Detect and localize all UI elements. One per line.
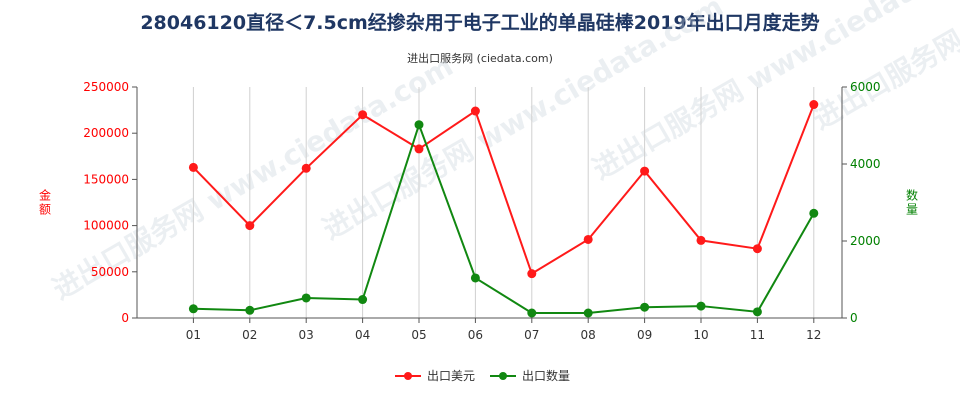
y-left-tick-label: 50000	[91, 265, 129, 279]
series-line-2	[193, 121, 815, 314]
legend-label-2: 出口数量	[522, 368, 570, 383]
x-tick-label: 10	[693, 328, 708, 342]
series-2-point	[470, 273, 480, 283]
x-tick-label: 09	[637, 328, 652, 342]
series-layer	[188, 100, 819, 318]
y-left-tick-label: 250000	[83, 80, 129, 94]
x-tick-label: 11	[750, 328, 765, 342]
x-tick-label: 01	[186, 328, 201, 342]
x-tick-label: 03	[299, 328, 314, 342]
series-1-point	[696, 235, 706, 245]
y-left-tick-label: 100000	[83, 219, 129, 233]
series-2-point	[696, 301, 706, 311]
y-left-tick-label: 0	[121, 311, 129, 325]
y-axis-left-title: 金额	[39, 188, 51, 217]
y-axis-right-title: 数量	[906, 188, 918, 217]
series-1-point	[358, 110, 368, 120]
series-2-point	[414, 120, 424, 130]
y-right-tick-label: 0	[850, 311, 858, 325]
series-1-point	[414, 144, 424, 154]
series-2-point	[752, 307, 762, 317]
series-2-point	[245, 305, 255, 315]
series-2-point	[358, 295, 368, 305]
series-1-point	[527, 269, 537, 279]
chart-title: 28046120直径＜7.5cm经掺杂用于电子工业的单晶硅棒2019年出口月度走…	[140, 12, 820, 34]
x-tick-label: 02	[242, 328, 257, 342]
legend-label-1: 出口美元	[427, 369, 475, 383]
series-1-point	[188, 162, 198, 172]
x-tick-label: 07	[524, 328, 539, 342]
series-2-point	[301, 293, 311, 303]
series-1-point	[301, 163, 311, 173]
series-2-point	[640, 302, 650, 312]
series-1-point	[470, 106, 480, 116]
x-tick-label: 08	[581, 328, 596, 342]
legend-marker-1	[404, 372, 412, 380]
series-line-1	[192, 104, 815, 276]
legend: 出口美元 出口数量	[395, 368, 570, 383]
series-1-point	[583, 234, 593, 244]
y-right-tick-label: 4000	[850, 157, 881, 171]
chart-subtitle: 进出口服务网 (ciedata.com)	[407, 52, 553, 65]
watermark-text: 进出口服务网 www.ciedata.com	[587, 0, 960, 186]
series-1-point	[245, 221, 255, 231]
series-1-point	[752, 244, 762, 254]
x-tick-label: 12	[806, 328, 821, 342]
legend-marker-2	[499, 372, 507, 380]
series-2-point	[527, 308, 537, 318]
series-1-point	[809, 100, 819, 110]
y-left-tick-label: 150000	[83, 172, 129, 186]
y-right-tick-label: 2000	[850, 234, 881, 248]
series-2-point	[583, 308, 593, 318]
y-left-tick-label: 200000	[83, 126, 129, 140]
y-right-tick-label: 6000	[850, 80, 881, 94]
series-1-point	[640, 166, 650, 176]
x-tick-label: 05	[411, 328, 426, 342]
series-2-point	[809, 208, 819, 218]
x-tick-label: 04	[355, 328, 370, 342]
series-2-point	[188, 304, 198, 314]
x-tick-label: 06	[468, 328, 483, 342]
axis-layer: 0 50000 100000 150000 200000 250000 0 2000 4000 6…	[39, 80, 918, 342]
